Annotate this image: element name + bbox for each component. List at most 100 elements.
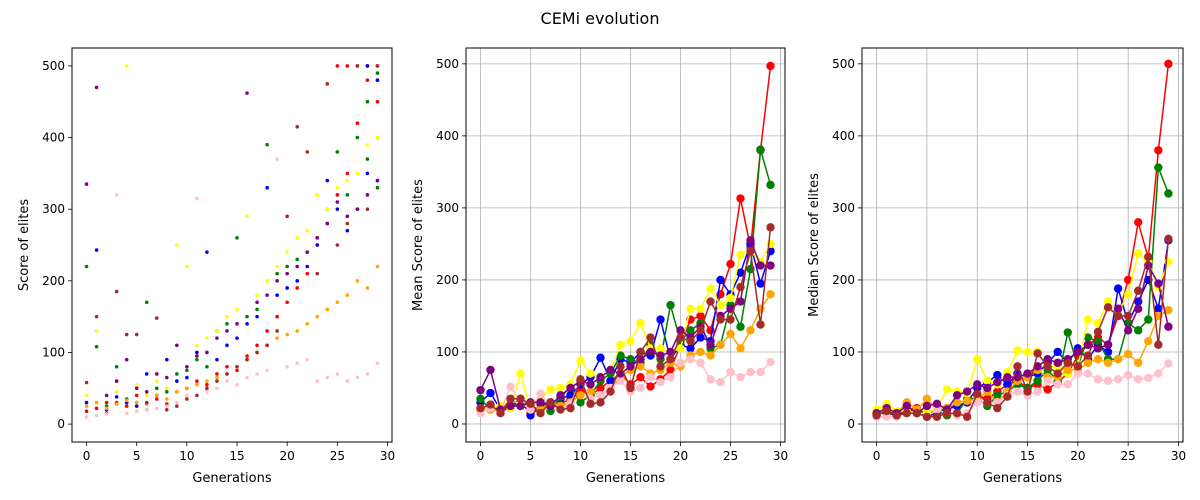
series-marker-brown — [706, 297, 715, 306]
scatter-point-red — [275, 314, 279, 319]
scatter-point-orange — [295, 329, 300, 333]
scatter-point-pink — [164, 404, 169, 408]
scatter-point-orange — [175, 390, 179, 394]
series-marker-blue — [756, 279, 765, 288]
scatter-point-blue — [345, 228, 350, 233]
scatter-point-pink — [195, 196, 199, 201]
series-marker-brown — [922, 412, 932, 421]
series-marker-brown — [756, 320, 765, 329]
series-marker-yellow — [676, 344, 685, 353]
series-marker-brown — [1023, 387, 1032, 396]
x-tick-label: 0 — [873, 449, 881, 463]
scatter-point-brown — [315, 271, 320, 276]
series-marker-brown — [1083, 351, 1093, 360]
scatter-point-brown — [245, 357, 249, 362]
scatter-point-yellow — [355, 171, 360, 176]
scatter-point-yellow — [84, 393, 89, 398]
y-tick-label: 500 — [436, 57, 459, 71]
scatter-point-yellow — [154, 379, 159, 383]
series-marker-pink — [1013, 387, 1022, 396]
scatter-point-purple — [315, 236, 320, 240]
scatter-point-blue — [185, 375, 189, 380]
series-marker-pink — [716, 378, 725, 387]
x-tick-label: 30 — [1171, 449, 1186, 463]
scatter-point-red — [295, 286, 300, 290]
scatter-point-yellow — [265, 279, 269, 283]
axes-frame — [465, 47, 786, 443]
series-marker-green — [1063, 328, 1072, 337]
scatter-point-purple — [345, 214, 350, 219]
series-marker-orange — [1063, 365, 1072, 375]
scatter-point-pink — [144, 407, 149, 412]
y-tick-label: 0 — [847, 417, 855, 431]
series-marker-purple — [922, 401, 932, 411]
scatter-point-blue — [255, 314, 259, 319]
series-marker-yellow — [516, 369, 525, 378]
series-marker-orange — [1083, 358, 1093, 367]
scatter-point-yellow — [164, 386, 169, 391]
y-tick-label: 200 — [42, 274, 65, 288]
series-marker-orange — [716, 340, 725, 349]
y-tick-label: 300 — [832, 201, 855, 215]
series-marker-pink — [666, 372, 675, 382]
scatter-point-blue — [175, 379, 179, 383]
series-line-red — [876, 63, 1170, 418]
series-marker-brown — [646, 333, 655, 342]
scatter-point-pink — [235, 382, 239, 387]
scatter-point-brown — [255, 350, 259, 355]
scatter-point-red — [345, 171, 350, 176]
scatter-point-orange — [355, 279, 360, 283]
series-marker-pink — [882, 412, 891, 421]
series-marker-purple — [586, 380, 595, 389]
x-tick-label: 0 — [83, 449, 91, 463]
series-marker-purple — [1093, 344, 1103, 353]
scatter-point-green — [375, 71, 380, 75]
y-tick-label: 100 — [832, 345, 855, 359]
series-marker-brown — [666, 354, 675, 364]
series-marker-pink — [1053, 380, 1062, 389]
series-marker-pink — [696, 358, 705, 367]
scatter-point-green — [355, 135, 360, 140]
x-tick-label: 15 — [1020, 449, 1035, 463]
scatter-point-pink — [355, 375, 360, 380]
scatter-point-green — [144, 300, 149, 305]
series-marker-pink — [1134, 375, 1143, 384]
series-marker-orange — [636, 362, 645, 371]
scatter-point-yellow — [94, 329, 99, 333]
scatter-point-purple — [205, 350, 209, 355]
series-marker-blue — [606, 376, 615, 385]
series-marker-pink — [1073, 369, 1083, 378]
scatter-point-yellow — [205, 336, 209, 340]
series-marker-yellow — [1103, 297, 1113, 306]
scatter-point-brown — [285, 214, 289, 219]
subplot-mean: 0 5 10 15 20 25 300100200300400500GenerationsM… — [411, 47, 788, 486]
series-marker-pink — [676, 358, 685, 367]
scatter-point-brown — [164, 407, 169, 412]
scatter-point-yellow — [325, 207, 330, 211]
series-marker-purple — [932, 399, 942, 409]
series-marker-red — [596, 383, 605, 393]
series-marker-orange — [736, 344, 745, 353]
series-marker-brown — [973, 389, 982, 398]
series-marker-pink — [1083, 369, 1093, 378]
scatter-point-orange — [375, 264, 380, 269]
series-marker-purple — [626, 362, 635, 371]
scatter-point-red — [124, 404, 129, 408]
scatter-point-pink — [265, 368, 269, 373]
scatter-point-blue — [285, 286, 289, 290]
series-marker-yellow — [686, 304, 695, 313]
x-tick-label: 25 — [330, 449, 345, 463]
scatter-point-green — [205, 364, 209, 369]
scatter-point-pink — [225, 379, 229, 383]
scatter-point-yellow — [285, 250, 289, 254]
scatter-point-brown — [144, 400, 149, 405]
series-marker-purple — [1083, 340, 1093, 349]
series-marker-blue — [716, 275, 725, 285]
scatter-point-purple — [124, 357, 129, 362]
series-marker-brown — [726, 315, 735, 324]
x-tick-label: 0 — [477, 449, 485, 463]
series-marker-yellow — [1083, 315, 1093, 324]
scatter-point-purple — [295, 264, 300, 269]
scatter-point-blue — [365, 171, 370, 176]
scatter-point-orange — [305, 322, 310, 326]
